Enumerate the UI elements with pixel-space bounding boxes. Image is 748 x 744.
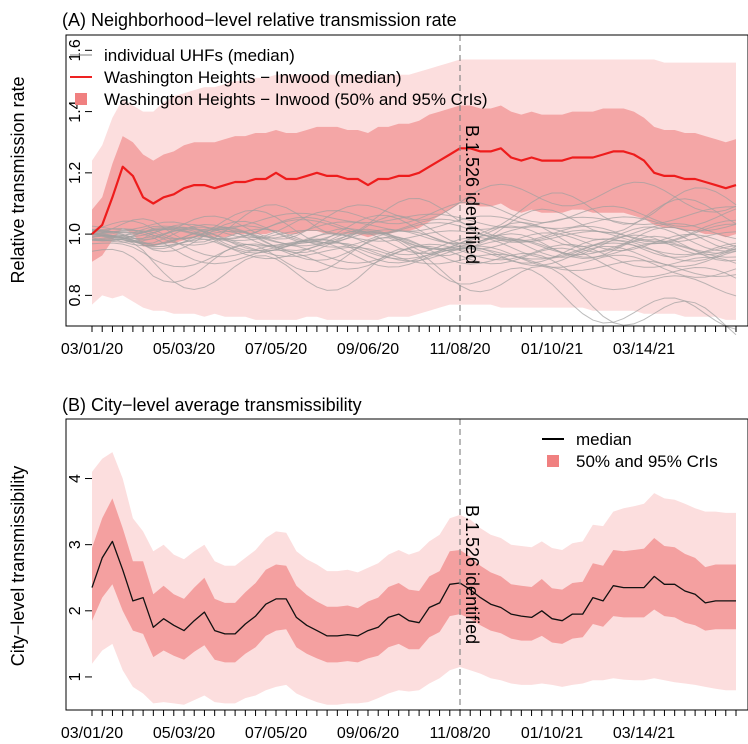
uhf-line <box>91 181 737 241</box>
x-tick-label: 05/03/20 <box>153 725 215 742</box>
panel-b-event-marker: B.1.526 identified <box>459 419 482 710</box>
panel-a-plot-frame <box>65 34 748 327</box>
x-tick-label: 09/06/20 <box>337 725 399 742</box>
panel-b: (B) City−level average transmissibility … <box>8 395 748 742</box>
y-tick-label: 3 <box>67 540 84 549</box>
panel-b-x-axis: 03/01/20 05/03/20 07/05/20 09/06/20 11/08/20… <box>61 710 737 742</box>
legend-label: median <box>576 430 632 449</box>
uhf-line <box>91 233 737 278</box>
uhf-line <box>91 206 737 240</box>
uhf-line <box>91 234 737 278</box>
event-label: B.1.526 identified <box>462 125 482 264</box>
legend-label: 50% and 95% CrIs <box>576 452 718 471</box>
legend-label: Washington Heights − Inwood (50% and 95%… <box>104 90 488 109</box>
panel-b-plot-frame <box>65 418 748 711</box>
legend-label: Washington Heights − Inwood (median) <box>104 68 402 87</box>
event-label: B.1.526 identified <box>462 505 482 644</box>
uhf-line <box>91 238 737 336</box>
panel-a-median-line <box>91 147 737 235</box>
legend-label: individual UHFs (median) <box>104 46 295 65</box>
legend-swatch <box>75 93 87 105</box>
band-ci50 <box>92 498 736 663</box>
panel-a: (A) Neighborhood−level relative transmis… <box>8 10 748 358</box>
median-line <box>91 540 736 637</box>
uhf-line <box>91 229 737 268</box>
y-tick-label: 1 <box>67 672 84 681</box>
x-tick-label: 11/08/20 <box>429 341 490 358</box>
uhf-line <box>91 225 737 252</box>
panel-a-y-axis: 0.8 1.0 1.2 1.4 1.6 <box>67 39 92 306</box>
panel-b-legend: median 50% and 95% CrIs <box>542 430 718 471</box>
panel-a-legend: individual UHFs (median) Washington Heigh… <box>70 46 488 109</box>
panel-a-event-marker: B.1.526 identified <box>459 35 482 326</box>
y-tick-label: 1.4 <box>67 100 84 122</box>
panel-b-median-line <box>91 540 736 637</box>
y-tick-label: 1.6 <box>67 39 84 61</box>
y-tick-label: 1.2 <box>67 162 84 184</box>
y-tick-label: 2 <box>67 606 84 615</box>
x-tick-label: 05/03/20 <box>153 341 215 358</box>
median-line <box>91 147 737 235</box>
y-tick-label: 1.0 <box>67 223 84 245</box>
x-tick-label: 03/01/20 <box>61 341 123 358</box>
panel-b-y-axis: 1 2 3 4 <box>67 474 92 681</box>
uhf-line <box>91 236 737 297</box>
uhf-line <box>91 226 737 260</box>
x-tick-label: 03/14/21 <box>613 341 675 358</box>
panel-a-y-axis-label: Relative transmission rate <box>8 76 28 283</box>
panel-b-plot: B.1.526 identified <box>91 419 736 710</box>
panel-a-title: (A) Neighborhood−level relative transmis… <box>62 10 457 30</box>
uhf-line <box>91 219 737 245</box>
uhf-line <box>91 229 737 262</box>
y-tick-label: 0.8 <box>67 284 84 306</box>
uhf-line <box>91 237 737 330</box>
uhf-line <box>91 228 737 256</box>
panel-b-y-axis-label: City−level transmissibility <box>8 466 28 667</box>
legend-swatch <box>547 455 559 467</box>
panel-b-bands <box>92 452 736 705</box>
x-tick-label: 01/10/21 <box>521 341 583 358</box>
panel-a-x-axis: 03/01/20 05/03/20 07/05/20 09/06/20 11/08/20… <box>61 326 737 358</box>
uhf-line <box>91 227 737 267</box>
x-tick-label: 09/06/20 <box>337 341 399 358</box>
panel-a-plot: B.1.526 identified <box>91 35 737 336</box>
x-tick-label: 03/01/20 <box>61 725 123 742</box>
panel-a-uhf-lines <box>91 181 737 336</box>
uhf-line <box>91 230 737 258</box>
uhf-line <box>91 230 737 279</box>
uhf-line <box>91 215 737 240</box>
x-tick-label: 07/05/20 <box>245 341 307 358</box>
x-tick-label: 03/14/21 <box>613 725 675 742</box>
x-tick-label: 01/10/21 <box>521 725 583 742</box>
uhf-line <box>91 201 737 243</box>
y-tick-label: 4 <box>67 474 84 483</box>
panel-b-title: (B) City−level average transmissibility <box>62 395 362 415</box>
x-tick-label: 11/08/20 <box>429 725 490 742</box>
x-tick-label: 07/05/20 <box>245 725 307 742</box>
